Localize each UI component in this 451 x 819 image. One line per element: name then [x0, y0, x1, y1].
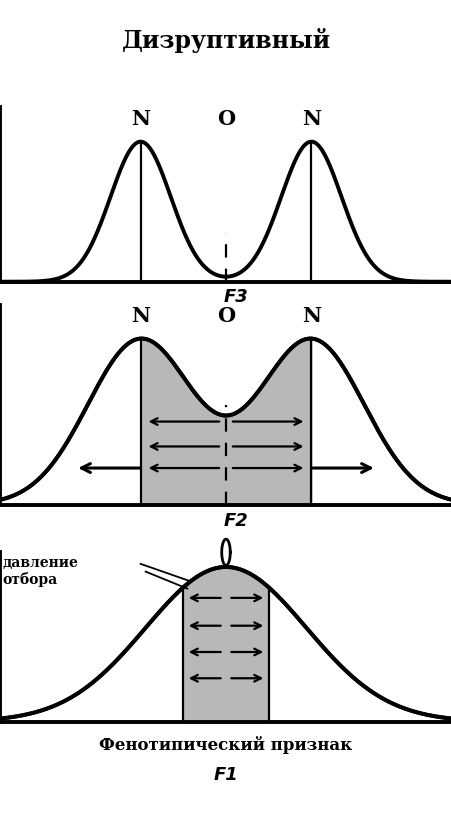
Text: O: O: [216, 108, 235, 129]
Text: N: N: [131, 305, 150, 326]
Text: F1: F1: [213, 765, 238, 783]
Text: N: N: [301, 108, 320, 129]
Text: O: O: [216, 305, 235, 326]
Text: Фенотипический признак: Фенотипический признак: [99, 735, 352, 753]
Text: F3: F3: [223, 288, 248, 306]
Text: N: N: [301, 305, 320, 326]
Text: Дизруптивный: Дизруптивный: [121, 29, 330, 53]
Text: F2: F2: [223, 512, 248, 530]
Text: давление
отбора: давление отбора: [3, 555, 78, 586]
Text: N: N: [131, 108, 150, 129]
